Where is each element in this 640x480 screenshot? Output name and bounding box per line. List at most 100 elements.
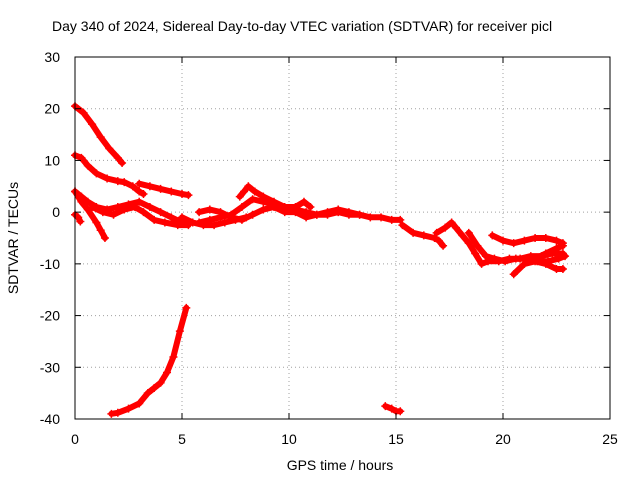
data-point: [231, 215, 240, 224]
y-tick-label: -30: [40, 359, 60, 375]
data-point: [220, 218, 229, 227]
data-point: [100, 234, 109, 242]
series-arc-3: [135, 179, 193, 200]
data-point: [83, 161, 92, 170]
series-arc-11: [178, 213, 251, 230]
x-axis-label: GPS time / hours: [287, 457, 394, 473]
data-point: [77, 153, 86, 162]
y-tick-label: -20: [40, 308, 60, 324]
y-axis-label: SDTVAR / TECUs: [5, 182, 21, 294]
data-point: [259, 192, 268, 201]
data-point: [210, 221, 219, 230]
data-point: [381, 402, 390, 411]
data-point: [250, 187, 259, 196]
data-point: [541, 249, 550, 258]
data-point: [184, 191, 193, 200]
data-point: [447, 218, 456, 227]
data-point: [471, 249, 480, 258]
chart-title: Day 340 of 2024, Sidereal Day-to-day VTE…: [52, 18, 552, 34]
data-point: [163, 368, 172, 377]
data-point: [76, 217, 85, 226]
tick-marks: [74, 56, 611, 420]
data-point: [145, 182, 154, 191]
data-point: [169, 352, 178, 361]
data-point: [96, 133, 105, 142]
data-point: [178, 213, 186, 222]
series-arc-12: [398, 221, 448, 250]
data-point: [216, 208, 225, 217]
data-point: [139, 208, 148, 217]
data-point: [167, 213, 176, 222]
data-point: [270, 197, 279, 206]
x-tick-label: 25: [602, 431, 618, 447]
series-arc-5: [71, 187, 109, 242]
data-point: [511, 254, 520, 263]
data-point: [499, 236, 507, 245]
series-trace: [196, 204, 363, 223]
data-point: [74, 213, 83, 222]
data-point: [409, 228, 418, 237]
data-point: [242, 213, 251, 222]
data-point: [488, 231, 497, 240]
data-point: [248, 210, 257, 219]
data-point: [464, 228, 473, 237]
data-point: [259, 205, 268, 214]
series-arc-17: [531, 241, 567, 263]
data-point: [434, 236, 443, 245]
data-point: [248, 195, 257, 204]
data-point: [244, 182, 253, 191]
data-point: [554, 254, 563, 263]
series-trace: [72, 152, 147, 197]
data-point: [237, 202, 246, 211]
series-arc-18: [107, 303, 191, 418]
data-point: [531, 234, 540, 242]
x-tick-labels: 0 5 10 15 20 25: [71, 431, 618, 447]
data-point: [432, 228, 441, 237]
data-point: [92, 169, 101, 178]
data-point: [103, 174, 112, 183]
data-point: [105, 144, 114, 153]
data-point: [558, 241, 567, 250]
data-point: [299, 197, 308, 206]
data-point: [366, 213, 375, 222]
data-point: [509, 239, 518, 248]
data-point: [396, 407, 405, 416]
data-points: [71, 102, 570, 418]
data-point: [552, 244, 561, 253]
data-point: [205, 205, 214, 214]
data-point: [135, 197, 144, 206]
data-point: [520, 236, 529, 245]
data-point: [195, 208, 204, 217]
data-point: [520, 259, 529, 268]
data-point: [88, 202, 97, 211]
data-point: [344, 208, 353, 217]
data-point: [175, 327, 184, 336]
data-point: [306, 202, 315, 211]
data-point: [135, 399, 144, 408]
data-point: [387, 215, 396, 224]
data-point: [178, 190, 186, 199]
data-point: [113, 408, 122, 417]
y-tick-label: -40: [40, 411, 60, 427]
data-point: [156, 378, 165, 387]
data-point: [139, 190, 148, 199]
plot-frame: [74, 56, 611, 420]
data-point: [130, 202, 139, 211]
data-point: [135, 187, 144, 196]
data-point: [334, 205, 343, 214]
series-arc-10: [235, 182, 315, 211]
data-point: [473, 241, 482, 250]
data-point: [120, 178, 129, 187]
data-point: [509, 270, 518, 279]
data-point: [458, 231, 467, 240]
data-point: [377, 213, 386, 222]
data-point: [167, 187, 176, 196]
data-point: [113, 177, 122, 186]
y-tick-label: 20: [44, 101, 60, 117]
y-tick-label: 0: [52, 204, 60, 220]
data-point: [235, 192, 244, 201]
data-point: [92, 218, 101, 227]
series-arc-7: [88, 202, 193, 230]
series-trace: [236, 183, 314, 210]
data-point: [77, 197, 86, 206]
